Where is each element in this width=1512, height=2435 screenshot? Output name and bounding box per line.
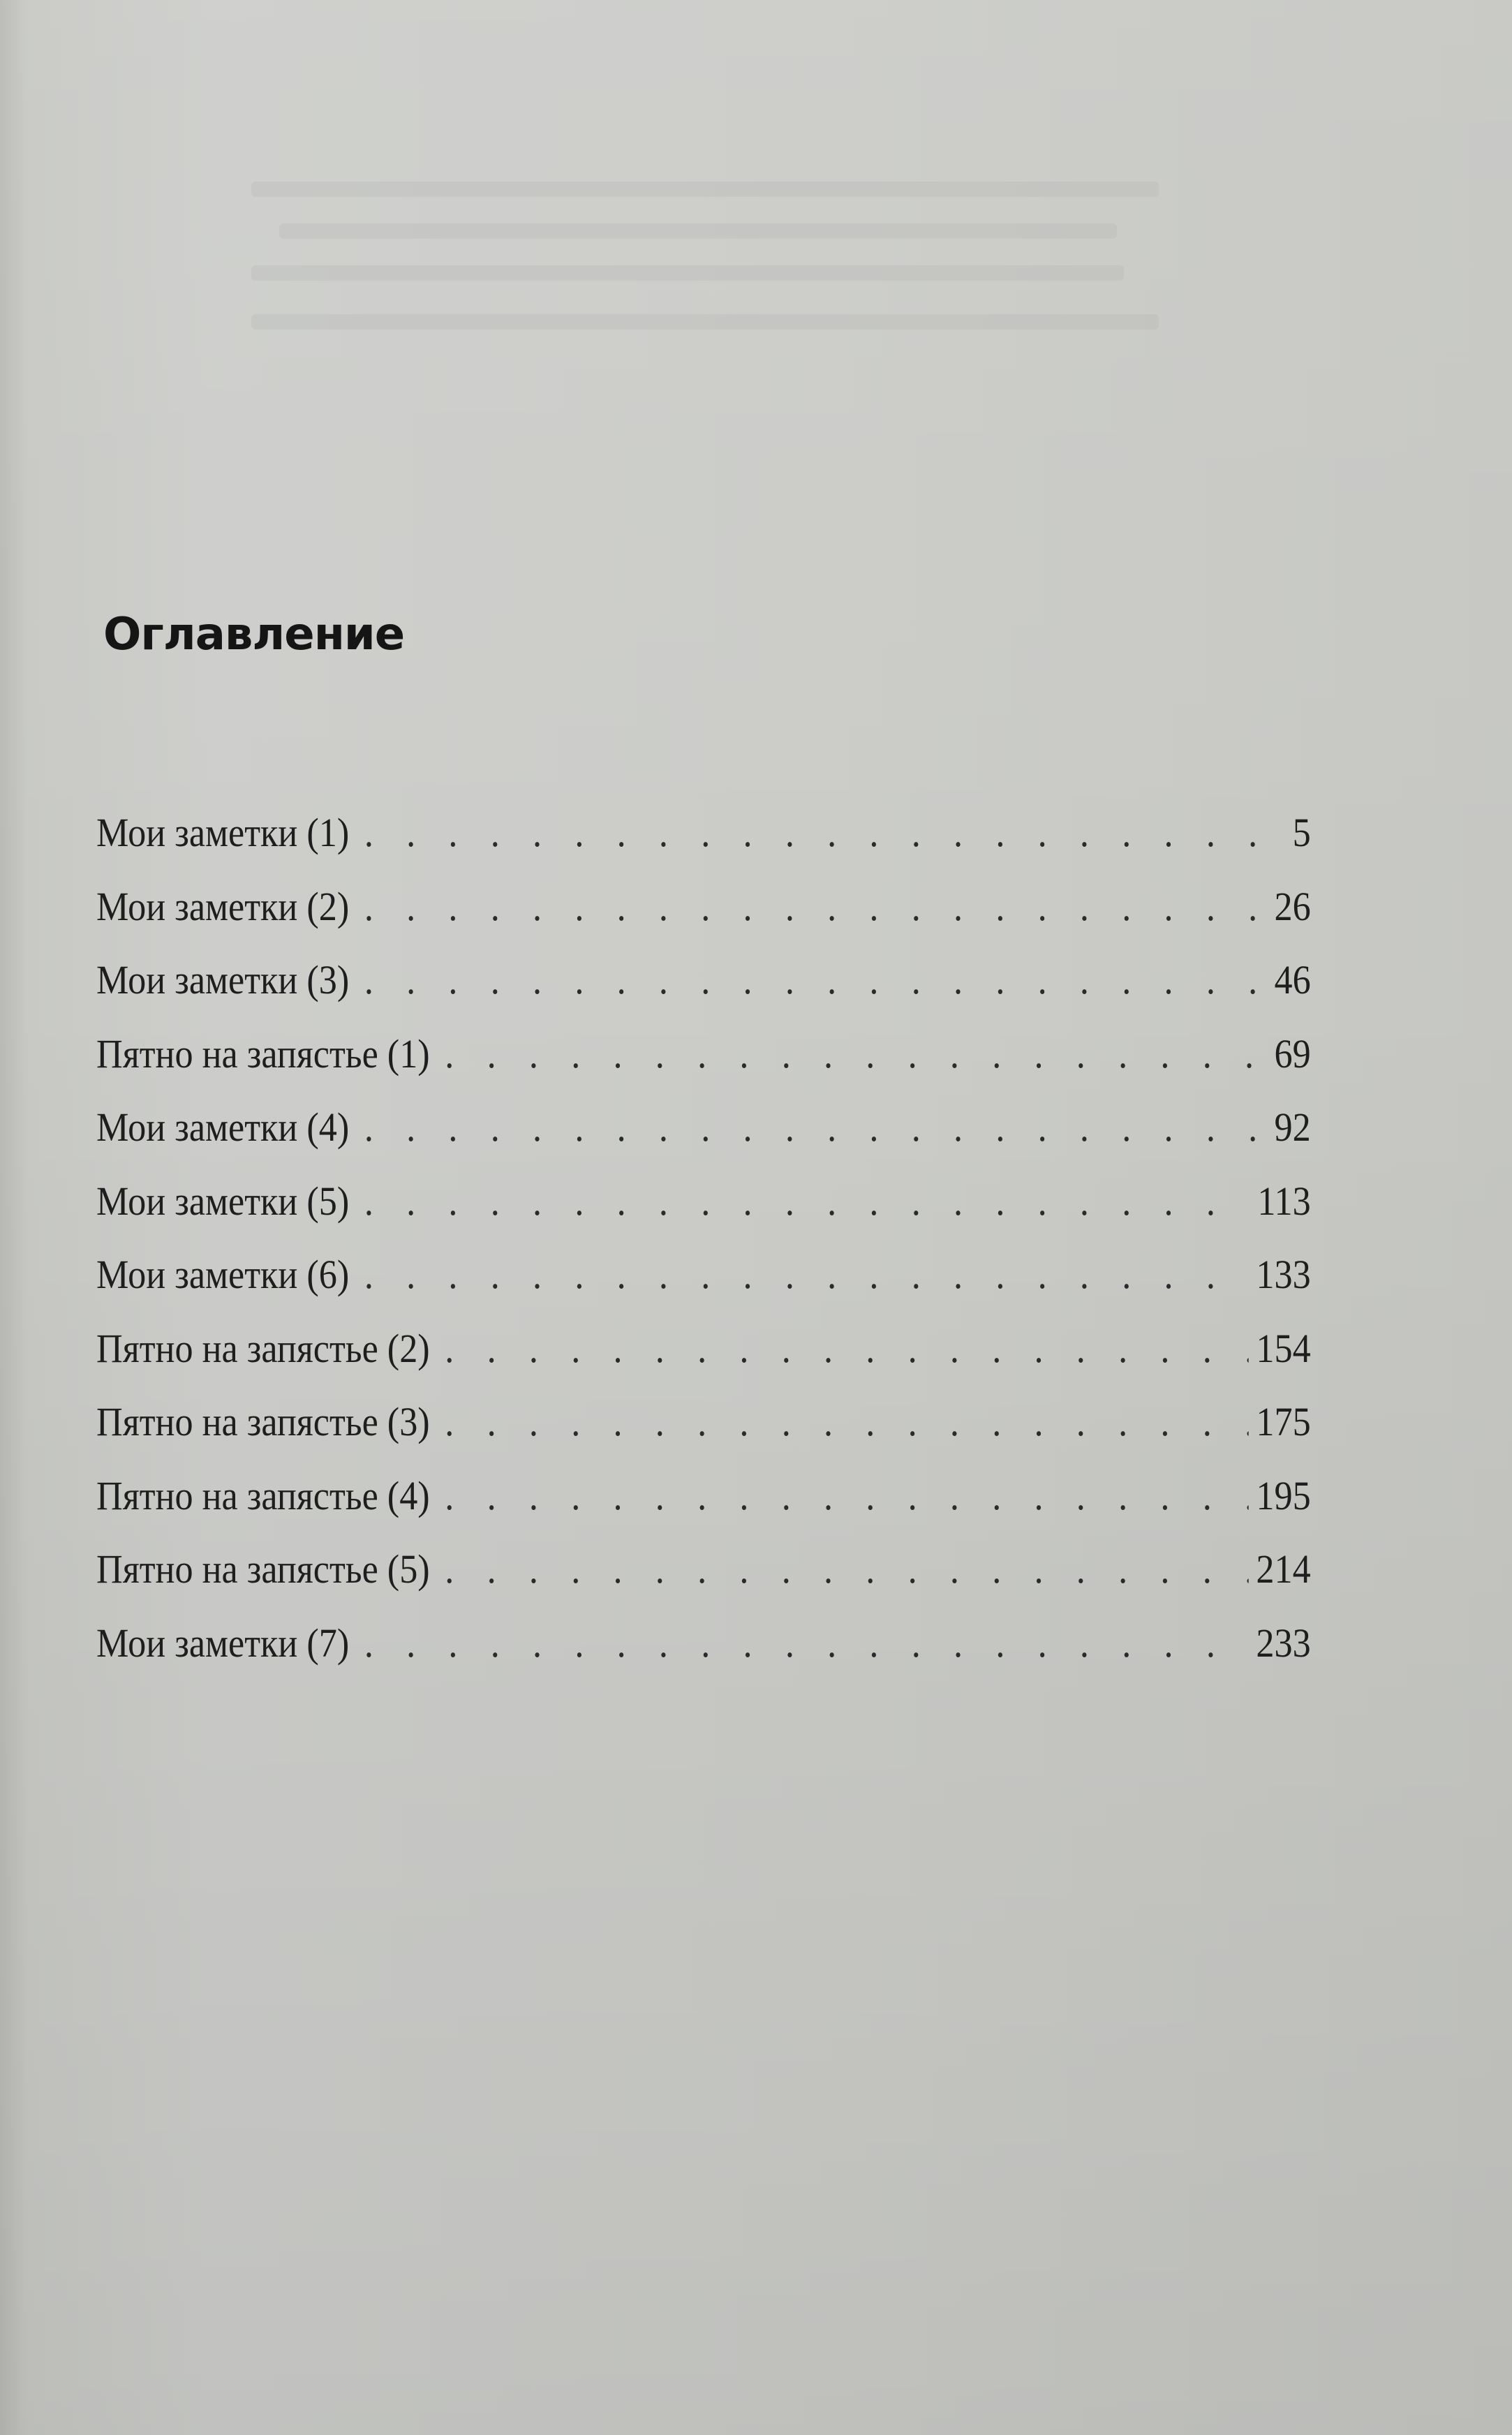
toc-entry[interactable]: Мои заметки (7) 233 xyxy=(96,1606,1311,1680)
dot-leader xyxy=(364,1090,1267,1164)
bleed-through-text xyxy=(251,314,1159,330)
dot-leader xyxy=(364,943,1267,1016)
toc-entry-title: Пятно на запястье (3) xyxy=(96,1399,430,1444)
dot-leader xyxy=(364,1164,1250,1238)
dot-leader xyxy=(364,796,1285,869)
toc-entry-page: 46 xyxy=(1274,957,1311,1002)
toc-entry-title: Мои заметки (1) xyxy=(96,810,350,855)
toc-entry[interactable]: Мои заметки (2) 26 xyxy=(96,870,1311,944)
bleed-through-text xyxy=(251,265,1124,281)
toc-entry[interactable]: Мои заметки (1) 5 xyxy=(96,796,1311,870)
dot-leader xyxy=(445,1312,1248,1385)
dot-leader xyxy=(364,1606,1249,1680)
toc-entry-title: Пятно на запястье (1) xyxy=(96,1030,430,1076)
toc-entry[interactable]: Пятно на запястье (2) 154 xyxy=(96,1312,1311,1386)
toc-entry[interactable]: Пятно на запястье (4) 195 xyxy=(96,1459,1311,1533)
dot-leader xyxy=(445,1017,1266,1090)
toc-entry[interactable]: Мои заметки (6) 133 xyxy=(96,1238,1311,1312)
toc-entry-title: Пятно на запястье (5) xyxy=(96,1546,430,1592)
toc-entry-title: Пятно на запястье (2) xyxy=(96,1325,430,1371)
toc-entry-title: Мои заметки (4) xyxy=(96,1104,350,1150)
toc-entry[interactable]: Мои заметки (3) 46 xyxy=(96,943,1311,1017)
dot-leader xyxy=(364,1238,1249,1311)
toc-entry[interactable]: Пятно на запястье (1) 69 xyxy=(96,1017,1311,1091)
toc-entry[interactable]: Мои заметки (4) 92 xyxy=(96,1090,1311,1164)
toc-entry-title: Мои заметки (5) xyxy=(96,1178,350,1224)
toc-entry-title: Пятно на запястье (4) xyxy=(96,1472,430,1518)
toc-entry[interactable]: Пятно на запястье (3) 175 xyxy=(96,1385,1311,1459)
toc-entry-title: Мои заметки (3) xyxy=(96,957,350,1002)
toc-entry-page: 133 xyxy=(1256,1252,1311,1297)
toc-entry-page: 69 xyxy=(1274,1030,1311,1076)
toc-entry-page: 233 xyxy=(1256,1620,1311,1666)
toc-entry-title: Мои заметки (2) xyxy=(96,883,350,929)
page-title: Оглавление xyxy=(103,609,405,660)
toc-entry-page: 175 xyxy=(1256,1399,1311,1444)
toc-entry-page: 26 xyxy=(1274,883,1311,929)
toc-entry-page: 92 xyxy=(1274,1104,1311,1150)
toc-entry-title: Мои заметки (7) xyxy=(96,1620,350,1666)
toc-entry-page: 195 xyxy=(1256,1472,1311,1518)
bleed-through-text xyxy=(279,223,1117,239)
toc-entry-page: 214 xyxy=(1256,1546,1311,1592)
toc-entry-page: 5 xyxy=(1292,810,1311,855)
toc-entry[interactable]: Пятно на запястье (5) 214 xyxy=(96,1532,1311,1606)
dot-leader xyxy=(364,870,1267,943)
toc-entry-page: 154 xyxy=(1256,1325,1311,1371)
toc-entry[interactable]: Мои заметки (5) 113 xyxy=(96,1164,1311,1238)
dot-leader xyxy=(445,1385,1248,1458)
bleed-through-text xyxy=(251,182,1159,197)
dot-leader xyxy=(445,1459,1248,1532)
dot-leader xyxy=(445,1532,1248,1606)
toc-entry-page: 113 xyxy=(1257,1178,1311,1224)
toc-entry-title: Мои заметки (6) xyxy=(96,1252,350,1297)
